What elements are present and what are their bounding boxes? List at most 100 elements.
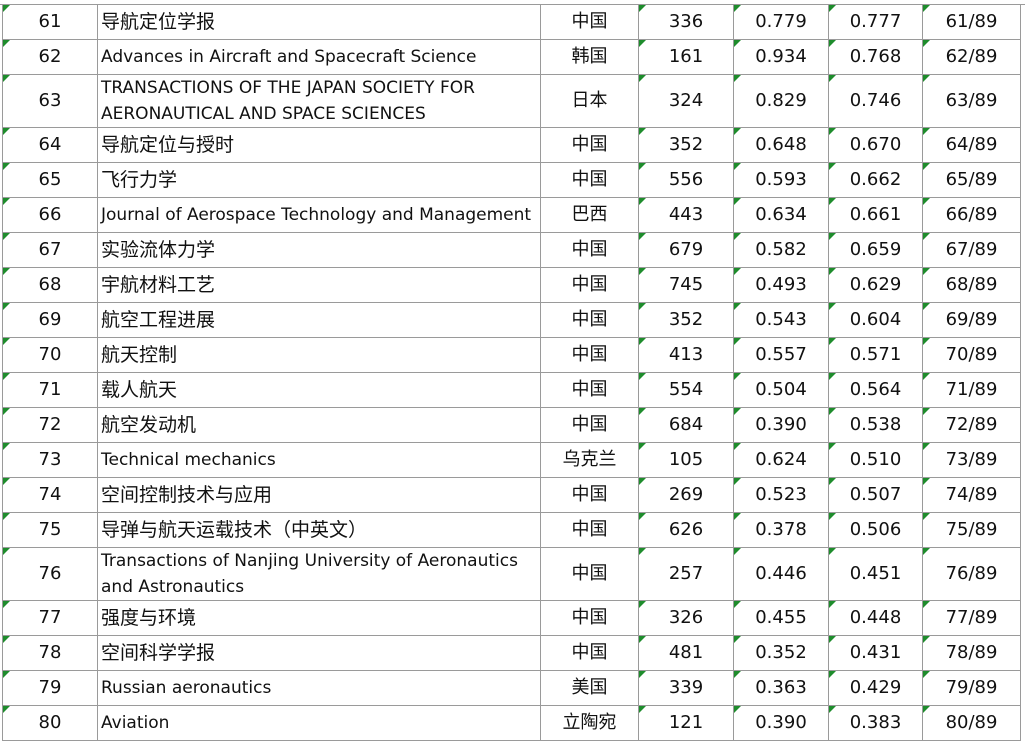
score-cell: 0.624 [733,442,829,478]
count-cell: 336 [638,4,734,40]
table-row: 66 Journal of Aerospace Technology and Ma… [2,197,1021,233]
rank-cell: 68 [2,267,98,303]
score-cell: 0.648 [733,127,829,163]
rank-cell: 77 [2,600,98,636]
count-cell: 679 [638,232,734,268]
score-cell: 0.363 [733,670,829,706]
score-cell: 0.507 [828,477,923,513]
position-cell: 68/89 [922,267,1021,303]
table-row: 65 飞行力学 中国 556 0.593 0.662 65/89 [2,162,1021,198]
journal-name: Technical mechanics [97,442,541,478]
score-cell: 0.661 [828,197,923,233]
score-cell: 0.429 [828,670,923,706]
country-cell: 中国 [540,547,639,601]
position-cell: 80/89 [922,705,1021,741]
score-cell: 0.571 [828,337,923,373]
table-row: 64 导航定位与授时 中国 352 0.648 0.670 64/89 [2,127,1021,163]
count-cell: 554 [638,372,734,408]
count-cell: 352 [638,127,734,163]
position-cell: 73/89 [922,442,1021,478]
position-cell: 72/89 [922,407,1021,443]
position-cell: 61/89 [922,4,1021,40]
score-cell: 0.768 [828,39,923,75]
score-cell: 0.543 [733,302,829,338]
country-cell: 中国 [540,4,639,40]
count-cell: 443 [638,197,734,233]
score-cell: 0.455 [733,600,829,636]
position-cell: 69/89 [922,302,1021,338]
score-cell: 0.383 [828,705,923,741]
score-cell: 0.662 [828,162,923,198]
count-cell: 556 [638,162,734,198]
score-cell: 0.777 [828,4,923,40]
score-cell: 0.446 [733,547,829,601]
score-cell: 0.506 [828,512,923,548]
position-cell: 79/89 [922,670,1021,706]
table-row: 76 Transactions of Nanjing University of … [2,547,1021,601]
rank-cell: 73 [2,442,98,478]
score-cell: 0.582 [733,232,829,268]
score-cell: 0.557 [733,337,829,373]
position-cell: 77/89 [922,600,1021,636]
score-cell: 0.538 [828,407,923,443]
score-cell: 0.659 [828,232,923,268]
table-row: 63 TRANSACTIONS OF THE JAPAN SOCIETY FOR … [2,74,1021,128]
rank-cell: 80 [2,705,98,741]
rank-cell: 61 [2,4,98,40]
country-cell: 乌克兰 [540,442,639,478]
journal-name: 飞行力学 [97,162,541,198]
score-cell: 0.670 [828,127,923,163]
journal-name: 空间科学学报 [97,635,541,671]
count-cell: 326 [638,600,734,636]
score-cell: 0.451 [828,547,923,601]
table-row: 67 实验流体力学 中国 679 0.582 0.659 67/89 [2,232,1021,268]
position-cell: 67/89 [922,232,1021,268]
journal-name: 强度与环境 [97,600,541,636]
country-cell: 立陶宛 [540,705,639,741]
journal-name: 载人航天 [97,372,541,408]
count-cell: 745 [638,267,734,303]
country-cell: 日本 [540,74,639,128]
country-cell: 中国 [540,232,639,268]
score-cell: 0.352 [733,635,829,671]
country-cell: 中国 [540,337,639,373]
score-cell: 0.629 [828,267,923,303]
journal-name: 航空工程进展 [97,302,541,338]
score-cell: 0.523 [733,477,829,513]
score-cell: 0.746 [828,74,923,128]
score-cell: 0.510 [828,442,923,478]
position-cell: 66/89 [922,197,1021,233]
rank-cell: 69 [2,302,98,338]
country-cell: 中国 [540,600,639,636]
count-cell: 481 [638,635,734,671]
position-cell: 70/89 [922,337,1021,373]
table-row: 69 航空工程进展 中国 352 0.543 0.604 69/89 [2,302,1021,338]
position-cell: 63/89 [922,74,1021,128]
score-cell: 0.390 [733,407,829,443]
position-cell: 75/89 [922,512,1021,548]
journal-name: 宇航材料工艺 [97,267,541,303]
journal-name: Journal of Aerospace Technology and Mana… [97,197,541,233]
position-cell: 65/89 [922,162,1021,198]
journal-name: 导弹与航天运载技术（中英文） [97,512,541,548]
table-row: 75 导弹与航天运载技术（中英文） 中国 626 0.378 0.506 75/89 [2,512,1021,548]
country-cell: 中国 [540,302,639,338]
country-cell: 中国 [540,162,639,198]
position-cell: 74/89 [922,477,1021,513]
table-row: 78 空间科学学报 中国 481 0.352 0.431 78/89 [2,635,1021,671]
country-cell: 中国 [540,635,639,671]
table-row: 72 航空发动机 中国 684 0.390 0.538 72/89 [2,407,1021,443]
table-row: 73 Technical mechanics 乌克兰 105 0.624 0.510 73/… [2,442,1021,478]
journal-name: 导航定位学报 [97,4,541,40]
journal-name: 航空发动机 [97,407,541,443]
journal-name: 空间控制技术与应用 [97,477,541,513]
country-cell: 中国 [540,267,639,303]
journal-name: Russian aeronautics [97,670,541,706]
rank-cell: 79 [2,670,98,706]
score-cell: 0.829 [733,74,829,128]
score-cell: 0.504 [733,372,829,408]
count-cell: 324 [638,74,734,128]
journal-name: 实验流体力学 [97,232,541,268]
rank-cell: 62 [2,39,98,75]
